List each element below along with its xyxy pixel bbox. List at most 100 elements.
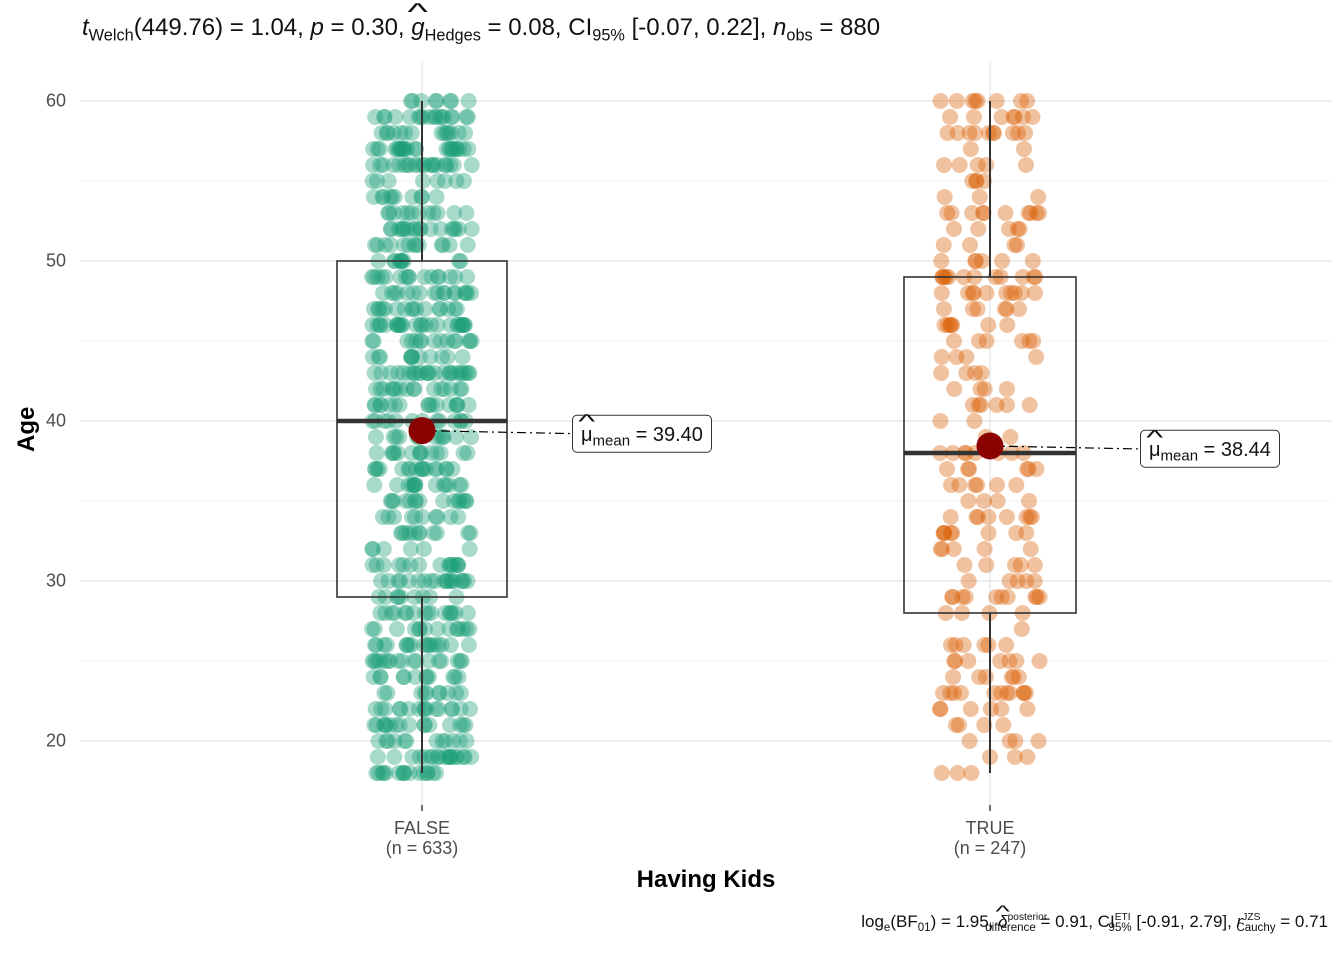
data-point <box>378 637 395 653</box>
data-point <box>426 109 443 125</box>
data-point <box>998 397 1015 413</box>
data-point <box>453 573 470 589</box>
data-point <box>458 109 475 125</box>
data-point <box>445 733 462 749</box>
data-point <box>968 509 985 525</box>
data-point <box>432 445 449 461</box>
data-point <box>366 365 383 381</box>
data-point <box>396 733 413 749</box>
data-point <box>962 701 979 717</box>
data-point <box>942 317 959 333</box>
data-point <box>1019 461 1036 477</box>
data-point <box>368 381 385 397</box>
data-point <box>416 717 433 733</box>
data-point <box>419 637 436 653</box>
data-point <box>1009 573 1026 589</box>
data-point <box>372 397 389 413</box>
data-point <box>408 301 425 317</box>
data-point <box>425 205 442 221</box>
data-point <box>952 685 969 701</box>
data-point <box>370 301 387 317</box>
data-point <box>452 653 469 669</box>
data-point <box>404 349 421 365</box>
data-point <box>461 541 478 557</box>
data-point <box>410 365 427 381</box>
data-point <box>382 365 399 381</box>
data-point <box>375 765 392 781</box>
data-point <box>435 109 452 125</box>
data-point <box>933 285 950 301</box>
data-point <box>403 333 420 349</box>
data-point <box>437 733 454 749</box>
data-point <box>454 349 471 365</box>
data-point <box>951 157 968 173</box>
data-point <box>969 157 986 173</box>
data-point <box>1014 333 1031 349</box>
data-point <box>371 317 388 333</box>
data-point <box>932 701 949 717</box>
data-point <box>412 365 429 381</box>
data-point <box>374 189 391 205</box>
data-point <box>413 445 430 461</box>
data-point <box>442 605 459 621</box>
data-point <box>988 477 1005 493</box>
data-point <box>435 237 452 253</box>
data-point <box>448 429 465 445</box>
data-point <box>398 733 415 749</box>
data-point <box>417 317 434 333</box>
data-point <box>448 749 465 765</box>
data-point <box>432 221 449 237</box>
data-point <box>450 125 467 141</box>
data-point <box>436 285 453 301</box>
data-point <box>429 621 446 637</box>
data-point <box>964 173 981 189</box>
data-point <box>441 141 458 157</box>
data-point <box>399 157 416 173</box>
data-point <box>426 333 443 349</box>
data-point <box>416 749 433 765</box>
data-point <box>440 125 457 141</box>
data-point <box>375 285 392 301</box>
data-point <box>999 589 1016 605</box>
data-point <box>945 541 962 557</box>
data-point <box>385 493 402 509</box>
data-point <box>968 173 985 189</box>
data-point <box>446 285 463 301</box>
mean-label-true: μmean = 38.44 <box>1140 429 1280 469</box>
data-point <box>459 445 476 461</box>
data-point <box>436 749 453 765</box>
data-point <box>366 653 383 669</box>
data-point <box>435 477 452 493</box>
data-point <box>976 173 993 189</box>
data-point <box>946 653 963 669</box>
data-point <box>411 445 428 461</box>
data-point <box>397 525 414 541</box>
data-point <box>407 669 424 685</box>
data-point <box>947 717 964 733</box>
data-point <box>951 717 968 733</box>
data-point <box>946 685 963 701</box>
data-point <box>935 237 952 253</box>
data-point <box>459 109 476 125</box>
data-point <box>462 701 479 717</box>
data-point <box>980 637 997 653</box>
data-point <box>412 333 429 349</box>
data-point <box>944 589 961 605</box>
data-point <box>942 109 959 125</box>
data-point <box>407 493 424 509</box>
data-point <box>1021 493 1038 509</box>
data-point <box>364 173 381 189</box>
data-point <box>975 493 992 509</box>
title-stat-subscript: Welch <box>88 26 134 45</box>
data-point <box>435 429 452 445</box>
data-point <box>448 301 465 317</box>
data-point <box>442 125 459 141</box>
data-point <box>426 637 443 653</box>
data-point <box>372 669 389 685</box>
data-point <box>411 749 428 765</box>
data-point <box>422 749 439 765</box>
data-point <box>430 653 447 669</box>
data-point <box>382 221 399 237</box>
data-point <box>463 333 480 349</box>
data-point <box>441 621 458 637</box>
